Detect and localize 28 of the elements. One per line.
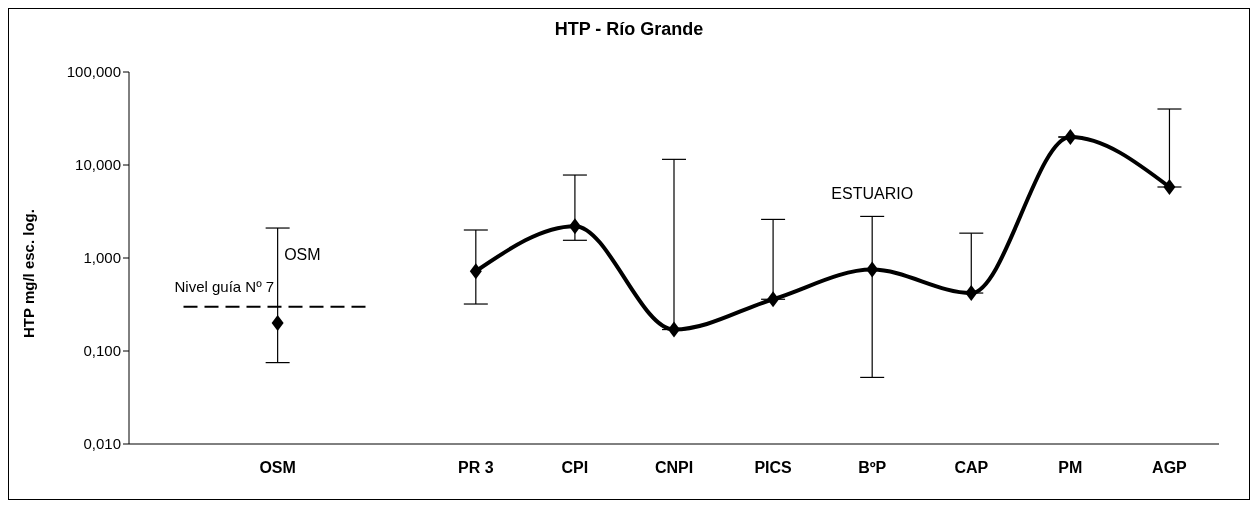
point xyxy=(568,218,581,235)
point xyxy=(271,315,284,331)
point xyxy=(1163,179,1176,195)
point xyxy=(866,261,879,278)
ref-line-label: Nivel guía Nº 7 xyxy=(174,278,275,296)
x-tick-label: CPI xyxy=(561,459,589,477)
x-tick-label: PM xyxy=(1058,459,1083,477)
point xyxy=(668,321,680,338)
point xyxy=(767,291,780,308)
point xyxy=(469,263,482,280)
y-tick-label: 0,100 xyxy=(83,342,121,360)
x-tick-label: CAP xyxy=(954,459,989,477)
annotation: OSM xyxy=(284,245,321,263)
x-tick-label: CNPI xyxy=(654,459,694,477)
x-tick-label: OSM xyxy=(259,459,296,477)
x-tick-label: PICS xyxy=(754,459,793,477)
x-tick-label: BºP xyxy=(858,459,887,477)
point xyxy=(1064,129,1077,145)
y-tick-label: 1,000 xyxy=(83,249,121,267)
x-tick-label: PR 3 xyxy=(458,459,494,477)
annotation: ESTUARIO xyxy=(831,184,914,202)
y-tick-label: 10,000 xyxy=(75,156,121,174)
x-tick-label: AGP xyxy=(1152,459,1188,477)
y-tick-label: 100,000 xyxy=(66,63,121,81)
chart-title: HTP - Río Grande xyxy=(553,19,705,40)
y-axis-title: HTP mg/l esc. log. xyxy=(20,209,38,338)
point xyxy=(965,285,978,302)
y-tick-label: 0,010 xyxy=(83,435,121,453)
